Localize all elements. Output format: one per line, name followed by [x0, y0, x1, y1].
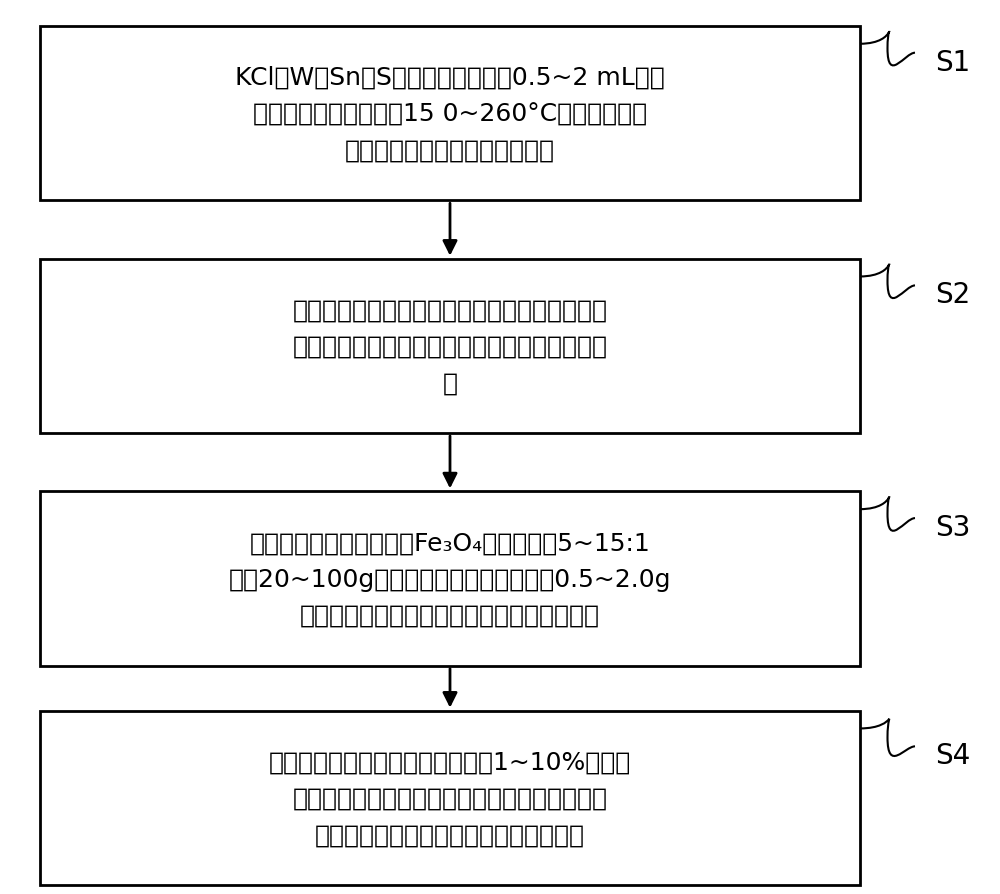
Text: S3: S3: [935, 513, 970, 542]
Bar: [40, 259, 860, 434]
Text: S2: S2: [935, 281, 970, 309]
Bar: [40, 711, 860, 885]
Bar: [40, 492, 860, 666]
Bar: [40, 27, 860, 201]
Text: 锨掺杂的金属锡硫化物和Fe₃O₄按照摸尔比5~15:1
加兠20~100g去离子水中混合均匀，加入0.5~2.0g
的海藻酸钙混合均匀，去除气泡后得到混合液: 锨掺杂的金属锡硫化物和Fe₃O₄按照摸尔比5~15:1 加兠20~100g去离子…: [229, 530, 671, 628]
Text: 将混合液均匀的喷洒到质量浓度为1~10%的氯化
钓溶液中进行交联反应，充分反应后用去离子水
洗涆，得到锨掺杂锡硫化物复合吸附剂。: 将混合液均匀的喷洒到质量浓度为1~10%的氯化 钓溶液中进行交联反应，充分反应后…: [269, 749, 631, 847]
Text: KCl、W、Sn和S按照一定比例加入0.5~2 mL的去
离子水中混合均匀，在15 0~260°C的温度下充分
进行合成反应，得到第一生成物: KCl、W、Sn和S按照一定比例加入0.5~2 mL的去 离子水中混合均匀，在1…: [235, 65, 665, 163]
Text: S1: S1: [935, 48, 970, 77]
Text: 第一产物依次用去离子水、无水乙醇、二硫化碳
和无水乙醇进行洗涆，干燥后得到锨掺杂锡硫化
物: 第一产物依次用去离子水、无水乙醇、二硫化碳 和无水乙醇进行洗涆，干燥后得到锨掺杂…: [292, 298, 608, 395]
Text: S4: S4: [935, 741, 970, 770]
